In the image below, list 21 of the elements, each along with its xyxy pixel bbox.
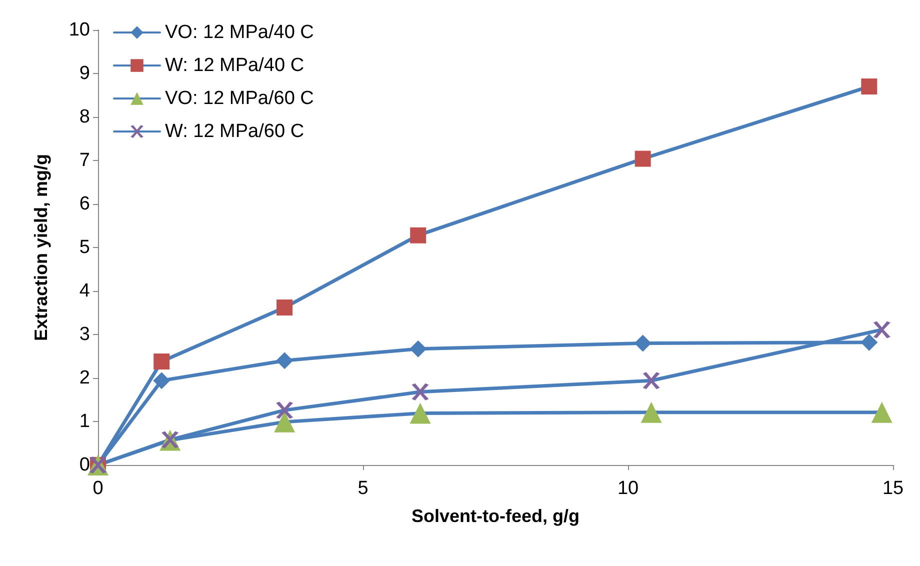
y-tick-label: 1 bbox=[79, 411, 90, 432]
legend-label: VO: 12 MPa/40 C bbox=[165, 22, 314, 43]
y-tick-label: 5 bbox=[79, 237, 90, 258]
y-axis-title: Extraction yield, mg/g bbox=[31, 154, 51, 342]
x-axis-title: Solvent-to-feed, g/g bbox=[412, 506, 580, 526]
y-tick-label: 10 bbox=[68, 20, 90, 40]
x-tick-label: 15 bbox=[882, 478, 904, 499]
legend-label: W: 12 MPa/40 C bbox=[165, 55, 304, 76]
y-tick-label: 9 bbox=[79, 63, 90, 84]
y-tick-label: 3 bbox=[79, 324, 90, 345]
legend-label: VO: 12 MPa/60 C bbox=[165, 88, 314, 109]
y-tick-label: 6 bbox=[79, 194, 90, 214]
x-tick-label: 5 bbox=[358, 478, 368, 499]
x-tick-label: 0 bbox=[92, 478, 104, 499]
y-tick-label: 4 bbox=[79, 280, 90, 302]
y-tick-label: 8 bbox=[79, 106, 90, 128]
y-tick-label: 0 bbox=[79, 454, 90, 476]
legend-label: W: 12 MPa/60 C bbox=[165, 121, 304, 142]
y-tick-label: 7 bbox=[79, 150, 90, 171]
y-tick-label: 2 bbox=[79, 368, 90, 388]
x-tick-label: 10 bbox=[617, 478, 639, 499]
